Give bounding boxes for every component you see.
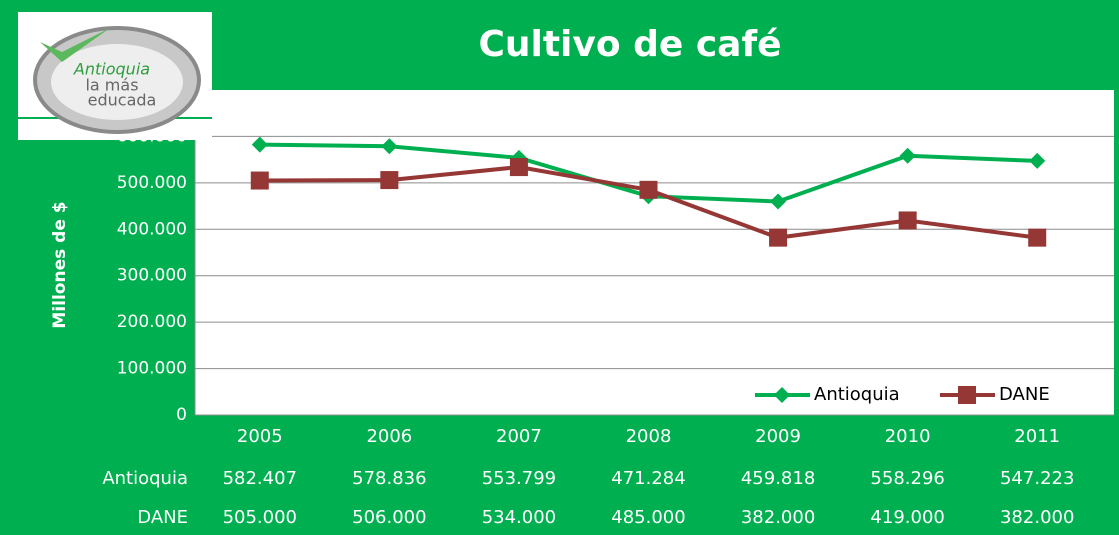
marker — [899, 147, 916, 164]
table-value: 578.836 — [352, 468, 426, 489]
table-value: 459.818 — [741, 468, 815, 489]
x-tick-label: 2007 — [496, 426, 542, 447]
table-value: 553.799 — [482, 468, 556, 489]
legend-marker — [958, 386, 976, 404]
marks: 0100.000200.000300.000400.000500.000600.… — [102, 90, 1114, 528]
chart-title: Cultivo de café — [478, 24, 781, 65]
table-row-label: Antioquia — [102, 468, 188, 489]
table-value: 506.000 — [352, 507, 426, 528]
x-tick-label: 2008 — [626, 426, 672, 447]
table-value: 558.296 — [870, 468, 944, 489]
table-value: 547.223 — [1000, 468, 1074, 489]
marker — [639, 180, 658, 199]
marker — [250, 171, 269, 190]
logo-text: la más — [85, 76, 138, 95]
logo-check — [40, 28, 110, 62]
marker — [509, 158, 528, 177]
plot-area — [195, 90, 1114, 415]
y-tick-label: 500.000 — [117, 173, 187, 193]
logo-text: Antioquia — [73, 60, 150, 79]
x-tick-label: 2010 — [885, 426, 931, 447]
table-value: 382.000 — [741, 507, 815, 528]
table-value: 382.000 — [1000, 507, 1074, 528]
x-tick-label: 2005 — [237, 426, 283, 447]
table-value: 419.000 — [870, 507, 944, 528]
logo-inner — [51, 44, 183, 120]
table-value: 471.284 — [611, 468, 685, 489]
legend-label: DANE — [999, 384, 1050, 405]
table-value: 582.407 — [223, 468, 297, 489]
marker — [380, 171, 399, 190]
logo-text: educada — [88, 91, 157, 110]
table-value: 485.000 — [611, 507, 685, 528]
logo: Antioquia la más educada — [18, 12, 212, 140]
legend-marker — [774, 387, 790, 403]
legend-label: Antioquia — [814, 384, 900, 405]
x-tick-label: 2011 — [1014, 426, 1060, 447]
table-row-label: DANE — [137, 507, 188, 528]
table-value: 505.000 — [223, 507, 297, 528]
y-tick-label: 100.000 — [117, 359, 187, 379]
x-tick-label: 2009 — [755, 426, 801, 447]
marker — [770, 193, 787, 210]
x-tick-label: 2006 — [366, 426, 412, 447]
y-tick-label: 200.000 — [117, 312, 187, 332]
y-tick-label: 400.000 — [117, 219, 187, 239]
y-axis-title: Millones de $ — [50, 201, 70, 328]
y-tick-label: 0 — [176, 405, 187, 425]
marker — [251, 136, 268, 153]
marker — [769, 228, 788, 247]
marker — [381, 138, 398, 155]
marker — [1028, 228, 1047, 247]
marker — [1029, 152, 1046, 169]
marker — [898, 211, 917, 230]
y-tick-label: 300.000 — [117, 266, 187, 286]
table-value: 534.000 — [482, 507, 556, 528]
